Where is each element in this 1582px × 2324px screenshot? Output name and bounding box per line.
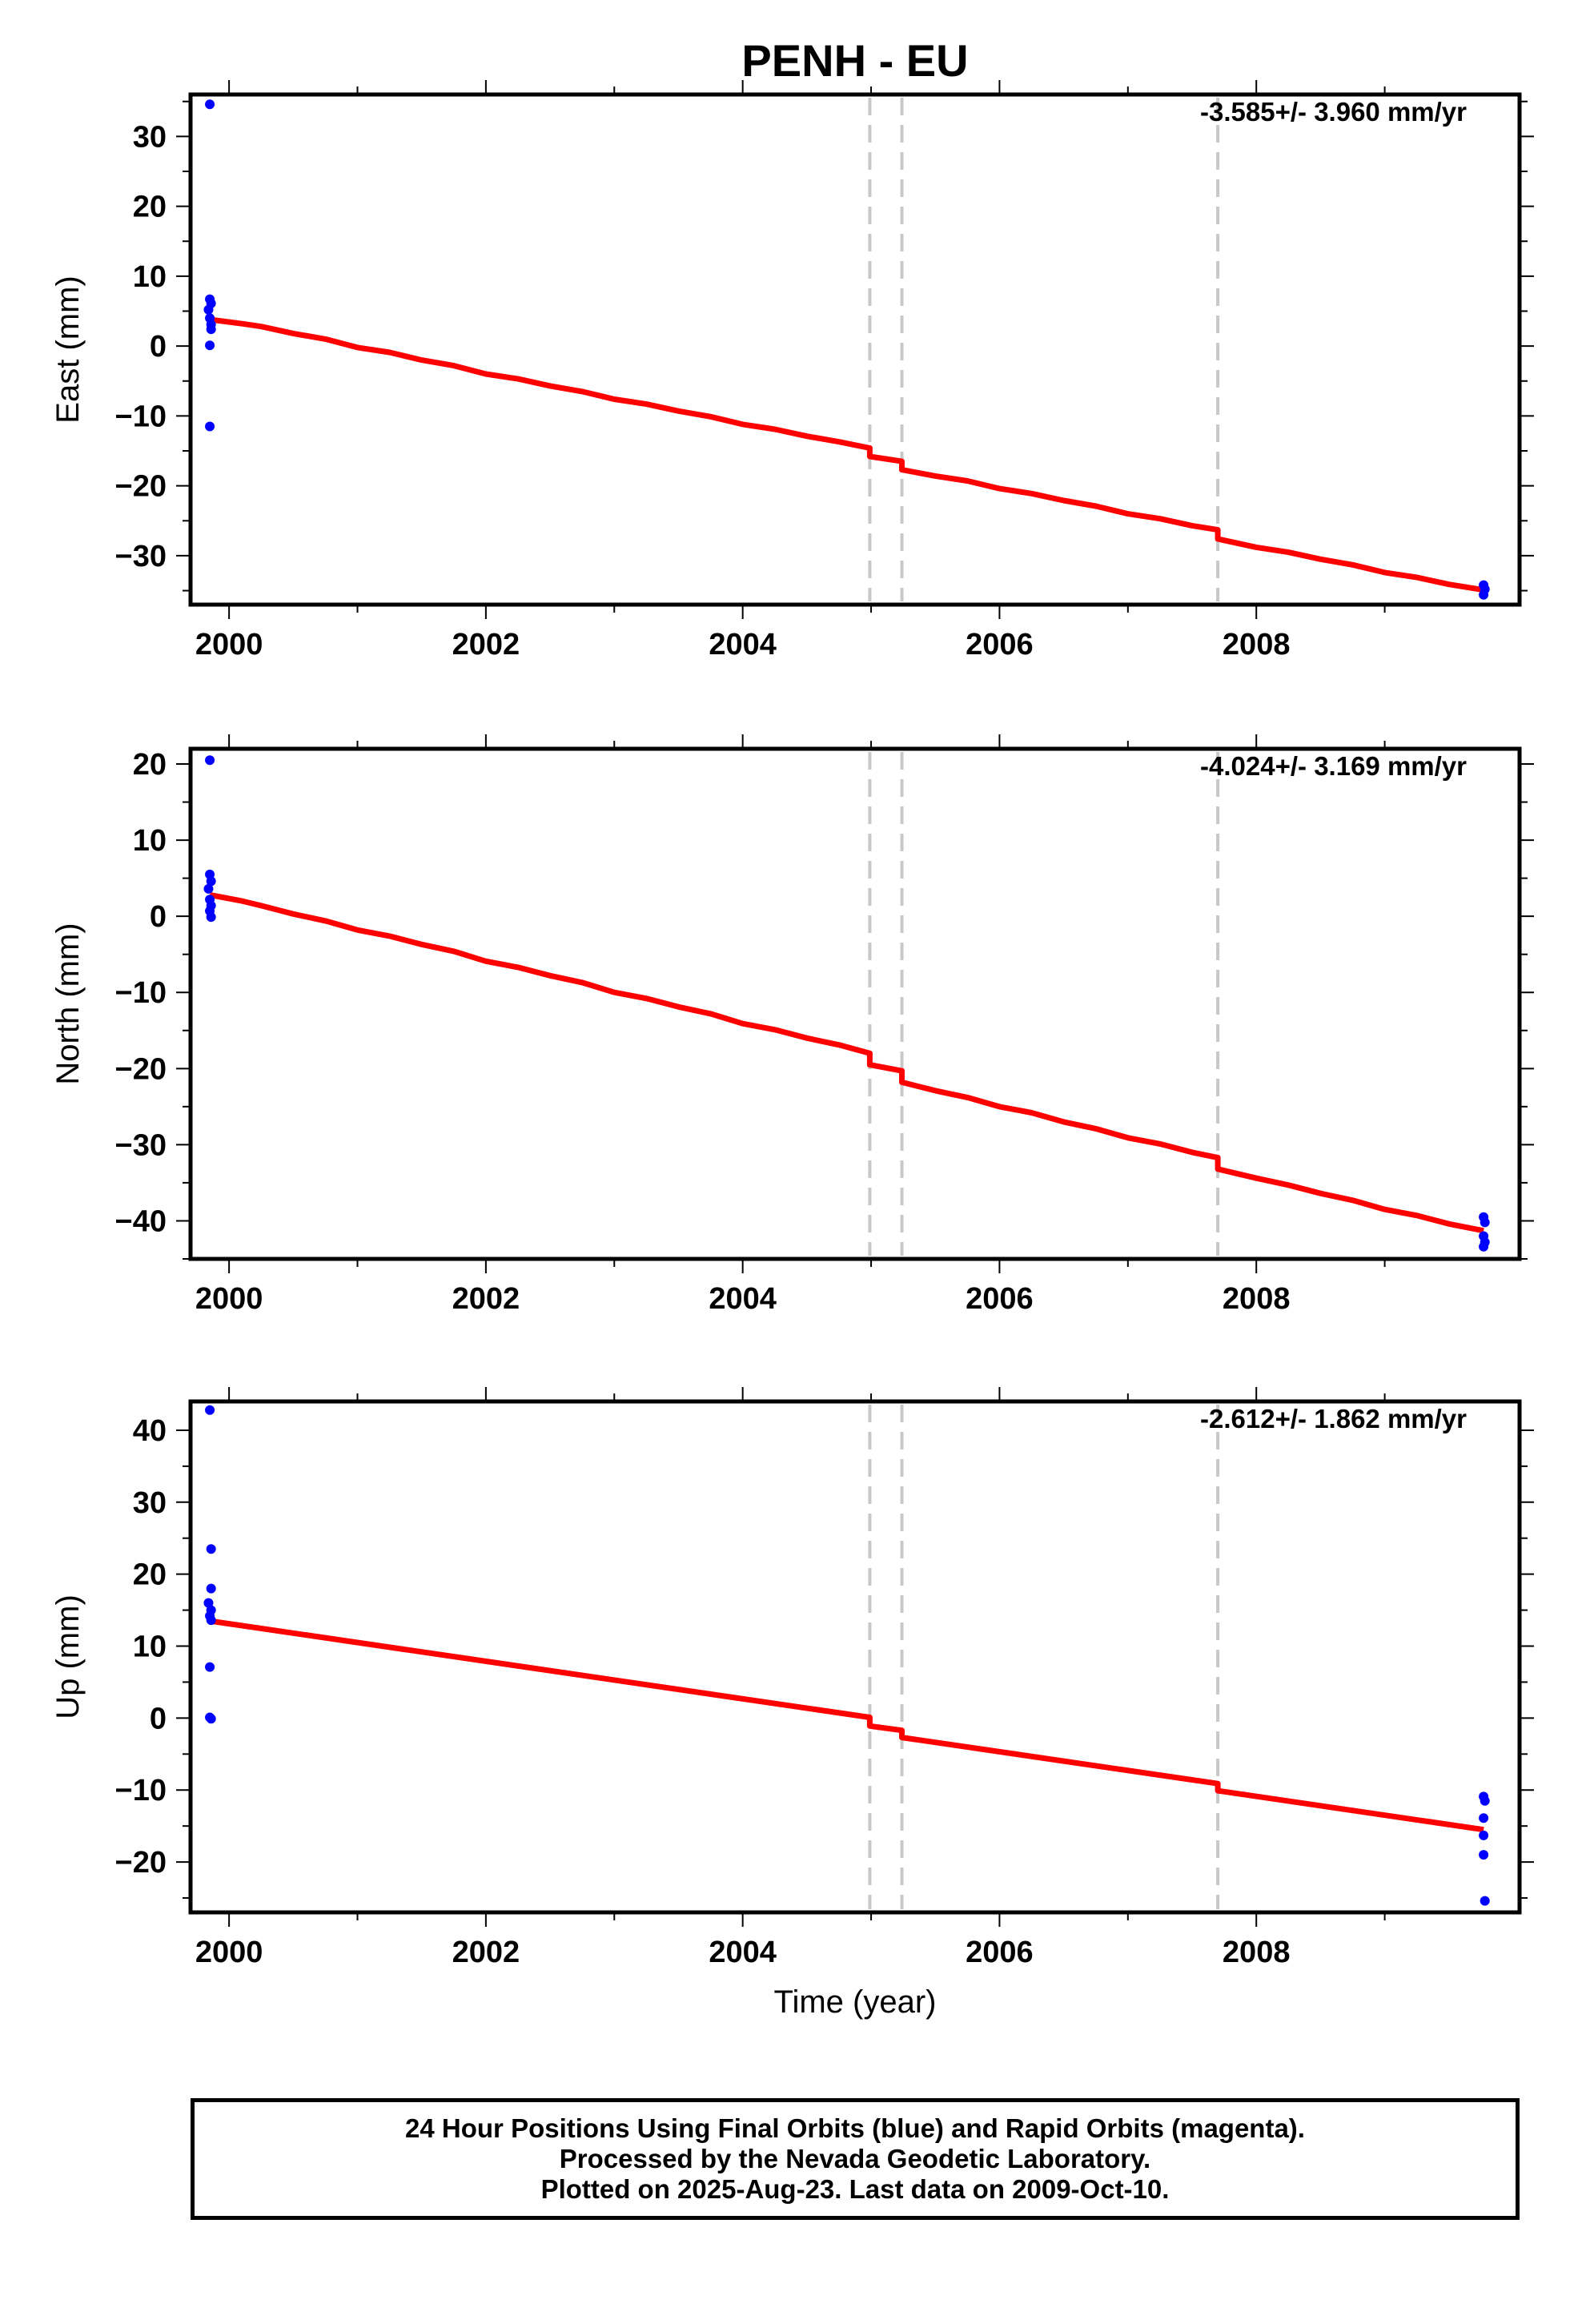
data-point [205,1662,215,1672]
plot-frame [188,1399,1522,1915]
model-line [209,892,1484,1234]
y-tick-label: −40 [115,1204,167,1238]
data-point [1480,1217,1490,1228]
data-point [206,912,216,923]
data-point [1480,1795,1490,1806]
data-point [205,99,215,110]
x-tick-label: 2008 [1223,628,1291,661]
x-tick-label: 2002 [452,628,520,661]
x-tick-label: 2006 [966,628,1034,661]
data-point [1479,1830,1489,1840]
plot-area [203,1405,1490,1906]
caption-line-2: Processed by the Nevada Geodetic Laborat… [559,2144,1151,2173]
y-axis-label: North (mm) [50,923,86,1084]
x-tick-label: 2004 [709,1282,777,1316]
y-tick-label: −10 [115,976,167,1010]
plot-area [203,99,1490,600]
east-panel: 2000 2002 2004 2006 2008 −30 −20 −10 0 10 20 30 East… [50,80,1534,661]
y-tick-label: −20 [115,1052,167,1086]
model-line [209,316,1484,593]
chart-title: PENH - EU [741,35,968,86]
data-point [1479,1813,1489,1823]
data-point [203,304,214,315]
y-tick-label: 10 [133,824,167,858]
plot-frame [188,92,1522,607]
y-tick-label: 20 [133,748,167,782]
x-tick-label: 2006 [966,1936,1034,1969]
caption-box: 24 Hour Positions Using Final Orbits (bl… [191,2098,1520,2220]
plot-frame [188,746,1522,1261]
y-tick-label: 10 [133,1630,167,1664]
y-tick-label: −10 [115,400,167,433]
y-tick-label: 10 [133,260,167,294]
plot-area [203,755,1490,1252]
data-point [203,883,214,894]
y-tick-label: 0 [150,330,167,364]
y-tick-label: −10 [115,1774,167,1807]
y-axis-label: Up (mm) [50,1594,86,1719]
data-point [1479,1241,1489,1252]
x-tick-label: 2004 [709,628,777,661]
axis-ticks [176,734,1534,1273]
x-tick-label: 2008 [1223,1282,1291,1316]
data-point [206,1583,216,1594]
y-axis-label: East (mm) [50,275,86,423]
north-panel: 2000 2002 2004 2006 2008 −40 −30 −20 −10 0 10 20 Nor… [50,734,1534,1316]
data-point [206,1714,216,1724]
velocity-label: -4.024+/- 3.169 mm/yr [1200,751,1467,781]
y-tick-label: 40 [133,1414,167,1448]
data-point [206,876,216,887]
y-tick-label: −30 [115,540,167,573]
y-tick-label: 20 [133,191,167,224]
x-tick-label: 2002 [452,1936,520,1969]
data-point [1479,589,1489,600]
x-axis-label: Time (year) [774,1984,937,2020]
data-point [206,324,216,335]
y-tick-label: −30 [115,1128,167,1162]
data-point [206,1615,216,1626]
y-tick-label: 20 [133,1558,167,1592]
x-tick-label: 2002 [452,1282,520,1316]
data-point [1480,1896,1490,1906]
y-tick-label: −20 [115,1846,167,1880]
data-point [1479,1850,1489,1860]
data-point [205,1405,215,1415]
x-tick-label: 2000 [195,628,263,661]
y-tick-label: 30 [133,120,167,154]
x-tick-label: 2008 [1223,1936,1291,1969]
velocity-label: -3.585+/- 3.960 mm/yr [1200,97,1467,127]
caption-line-3: Plotted on 2025-Aug-23. Last data on 200… [540,2174,1170,2204]
x-tick-label: 2004 [709,1936,777,1969]
x-tick-label: 2000 [195,1282,263,1316]
data-point [206,1544,216,1554]
x-tick-label: 2006 [966,1282,1034,1316]
up-panel: 2000 2002 2004 2006 2008 −20 −10 0 10 20 30 40 Up (m… [50,1387,1534,2020]
velocity-label: -2.612+/- 1.862 mm/yr [1200,1404,1467,1433]
y-tick-label: 30 [133,1486,167,1520]
y-tick-label: 0 [150,1702,167,1735]
y-tick-label: 0 [150,900,167,934]
y-tick-label: −20 [115,470,167,504]
data-point [205,421,215,432]
x-tick-label: 2000 [195,1936,263,1969]
caption-line-1: 24 Hour Positions Using Final Orbits (bl… [405,2113,1305,2143]
data-point [205,755,215,766]
data-point [205,340,215,351]
axis-ticks [176,1387,1534,1927]
model-line [209,1618,1484,1833]
